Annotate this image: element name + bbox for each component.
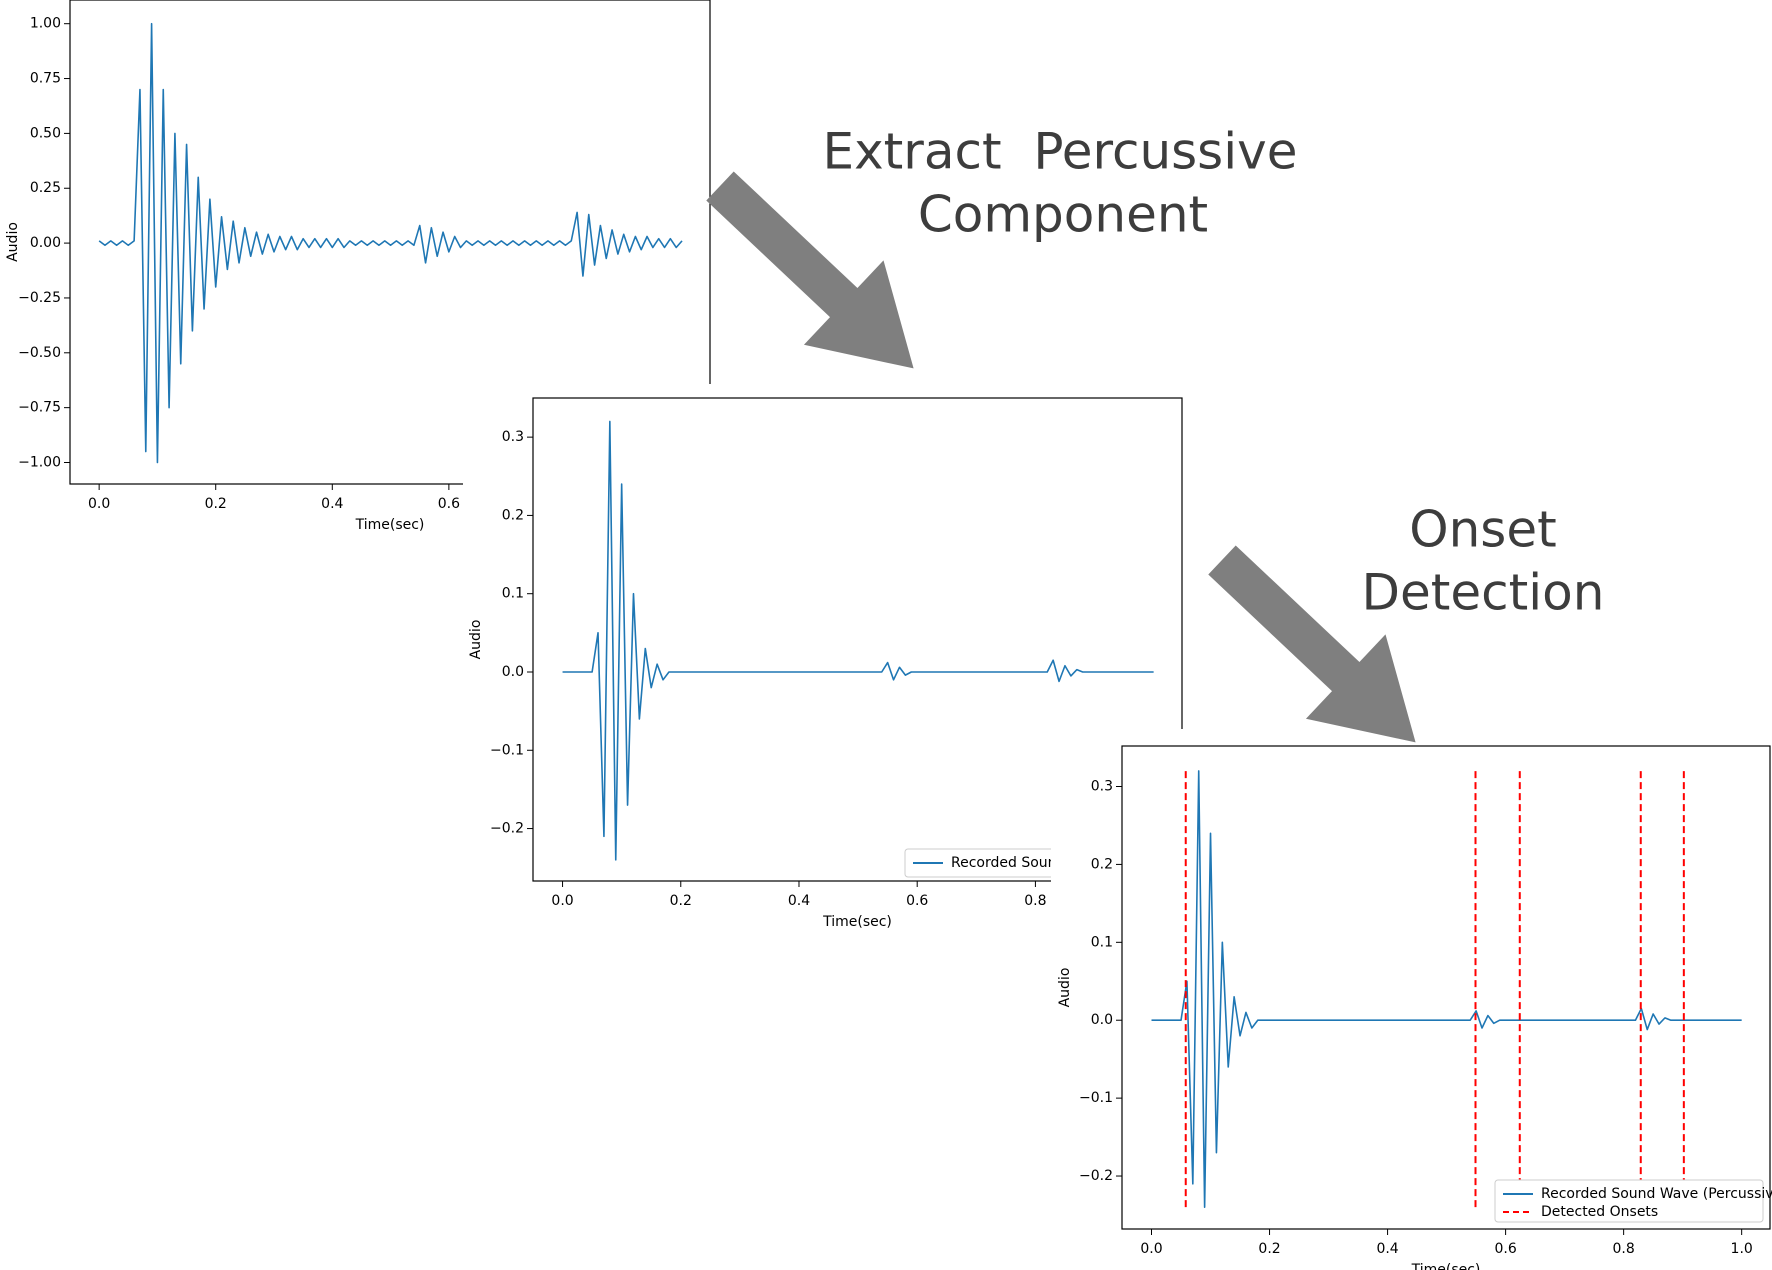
x-tick-label: 0.6: [438, 496, 460, 512]
y-tick-label: 0.0: [502, 664, 524, 680]
annotation: Extract Percussive: [823, 123, 1298, 181]
y-tick-label: 0.3: [1091, 779, 1113, 795]
y-axis-label: Audio: [5, 222, 21, 262]
annotation: Detection: [1362, 564, 1605, 622]
x-axis-label: Time(sec): [822, 914, 892, 930]
x-tick-label: 0.6: [1494, 1241, 1516, 1257]
y-tick-label: −0.25: [18, 290, 61, 306]
y-axis-label: Audio: [468, 620, 484, 660]
wave-line: [562, 420, 1154, 861]
y-tick-label: 0.2: [1091, 856, 1113, 872]
charts: 1.00 0.75 0.50 0.25 0.00 −0.25 −0.50 −0.75 −1.00…: [5, 0, 1772, 1270]
chart: 0.3 0.2 0.1 0.0 −0.1 −0.2 0.0 0.2 0.4 0.6 0.8 1.0 Ti…: [1051, 729, 1772, 1270]
y-tick-label: 0.50: [30, 125, 61, 141]
y-tick-label: −0.2: [1079, 1168, 1113, 1184]
plot-frame: [532, 397, 1183, 882]
y-tick-label: 0.25: [30, 180, 61, 196]
y-tick-label: 0.1: [1091, 934, 1113, 950]
plot-frame: [1121, 745, 1771, 1230]
annotation: Component: [918, 186, 1208, 244]
x-tick-label: 0.4: [788, 893, 810, 909]
y-tick-label: 0.3: [502, 429, 524, 445]
wave-line: [1151, 770, 1742, 1208]
y-tick-label: 0.2: [502, 507, 524, 523]
wave-line: [98, 22, 683, 464]
plot-frame: [69, 0, 711, 485]
x-tick-label: 0.4: [321, 496, 343, 512]
x-tick-label: 0.6: [906, 893, 928, 909]
arrow: [706, 171, 914, 369]
y-tick-label: −0.1: [490, 742, 524, 758]
annotation: Onset: [1409, 501, 1556, 559]
legend-box: [1494, 1179, 1764, 1223]
y-tick-label: −0.50: [18, 345, 61, 361]
x-tick-label: 0.4: [1376, 1241, 1398, 1257]
x-axis-label: Time(sec): [355, 517, 425, 533]
x-tick-label: 0.8: [1024, 893, 1046, 909]
arrow-shape: [706, 171, 914, 369]
y-tick-label: 0.1: [502, 586, 524, 602]
x-tick-label: 0.0: [551, 893, 573, 909]
x-tick-label: 0.0: [88, 496, 110, 512]
x-tick-label: 1.0: [1731, 1241, 1753, 1257]
x-axis-label: Time(sec): [1411, 1262, 1481, 1270]
y-tick-label: 0.00: [30, 235, 61, 251]
legend-label: Recorded Sound Wave (Percussive): [1541, 1186, 1772, 1202]
x-tick-label: 0.2: [1258, 1241, 1280, 1257]
arrow: [1208, 545, 1416, 743]
y-tick-label: −0.75: [18, 400, 61, 416]
y-tick-label: −0.1: [1079, 1090, 1113, 1106]
legend-label: Detected Onsets: [1541, 1204, 1658, 1220]
y-tick-label: 1.00: [30, 16, 61, 32]
legend-label: Recorded Sound: [951, 855, 1065, 871]
x-tick-label: 0.8: [1613, 1241, 1635, 1257]
arrow-shape: [1208, 545, 1416, 743]
x-tick-label: 0.0: [1140, 1241, 1162, 1257]
chart: 1.00 0.75 0.50 0.25 0.00 −0.25 −0.50 −0.75 −1.00…: [5, 0, 711, 533]
y-tick-label: 0.75: [30, 71, 61, 87]
x-tick-label: 0.2: [205, 496, 227, 512]
y-tick-label: 0.0: [1091, 1012, 1113, 1028]
y-axis-label: Audio: [1057, 968, 1073, 1008]
y-tick-label: −0.2: [490, 821, 524, 837]
x-tick-label: 0.2: [670, 893, 692, 909]
y-tick-label: −1.00: [18, 454, 61, 470]
